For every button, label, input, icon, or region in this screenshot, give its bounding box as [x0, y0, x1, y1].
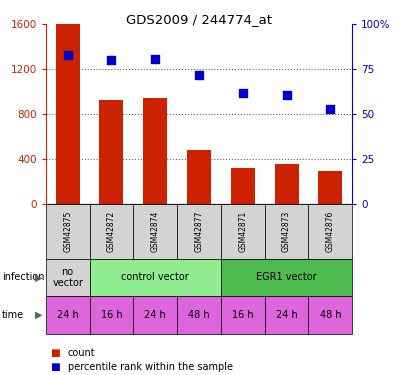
Text: GSM42873: GSM42873 [282, 211, 291, 252]
Bar [221, 259, 352, 296]
Text: 48 h: 48 h [188, 310, 210, 320]
Point [327, 106, 334, 112]
Bar [221, 204, 265, 259]
Bar [318, 171, 342, 204]
Text: 16 h: 16 h [101, 310, 122, 320]
Text: count: count [68, 348, 95, 358]
Text: 16 h: 16 h [232, 310, 254, 320]
Bar [90, 296, 133, 334]
Bar [90, 259, 221, 296]
Text: control vector: control vector [121, 273, 189, 282]
Point [152, 56, 158, 62]
Bar [90, 204, 133, 259]
Text: ▶: ▶ [35, 273, 43, 282]
Point [240, 90, 246, 96]
Bar [46, 204, 90, 259]
Text: GSM42875: GSM42875 [63, 211, 72, 252]
Text: 48 h: 48 h [320, 310, 341, 320]
Text: GSM42876: GSM42876 [326, 211, 335, 252]
Bar [221, 296, 265, 334]
Text: 24 h: 24 h [276, 310, 297, 320]
Bar [133, 204, 177, 259]
Bar [56, 24, 80, 204]
Point [64, 52, 71, 58]
Text: ■: ■ [50, 348, 59, 358]
Text: GSM42877: GSM42877 [195, 211, 203, 252]
Bar [265, 296, 308, 334]
Text: GSM42872: GSM42872 [107, 211, 116, 252]
Text: 24 h: 24 h [57, 310, 78, 320]
Text: no
vector: no vector [52, 267, 83, 288]
Bar [275, 164, 298, 204]
Text: GDS2009 / 244774_at: GDS2009 / 244774_at [126, 13, 272, 26]
Bar [143, 98, 167, 204]
Point [196, 72, 202, 78]
Bar [265, 204, 308, 259]
Bar [308, 204, 352, 259]
Text: infection: infection [2, 273, 45, 282]
Text: percentile rank within the sample: percentile rank within the sample [68, 362, 233, 372]
Text: GSM42871: GSM42871 [238, 211, 247, 252]
Bar [177, 296, 221, 334]
Point [283, 92, 290, 98]
Bar [46, 296, 90, 334]
Text: EGR1 vector: EGR1 vector [256, 273, 317, 282]
Text: 24 h: 24 h [144, 310, 166, 320]
Bar [133, 296, 177, 334]
Point [108, 57, 115, 63]
Bar [177, 204, 221, 259]
Text: ■: ■ [50, 362, 59, 372]
Bar [231, 168, 255, 204]
Bar [308, 296, 352, 334]
Text: GSM42874: GSM42874 [151, 211, 160, 252]
Text: time: time [2, 310, 24, 320]
Text: ▶: ▶ [35, 310, 43, 320]
Bar [100, 100, 123, 204]
Bar [187, 150, 211, 204]
Bar [46, 259, 90, 296]
